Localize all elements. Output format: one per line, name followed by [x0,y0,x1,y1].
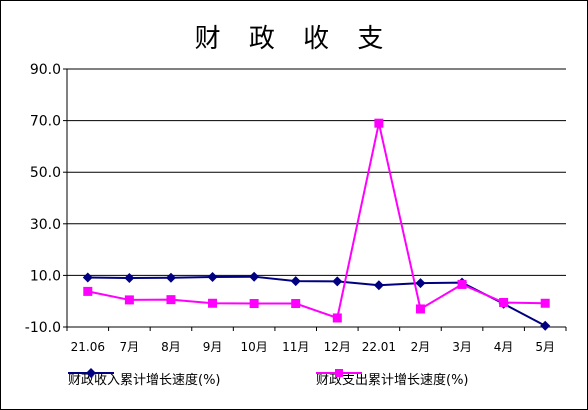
data-point-revenue [124,272,135,283]
x-tick-label: 9月 [203,340,223,354]
data-point-expenditure [499,297,509,307]
x-tick-label: 10月 [240,340,267,354]
series-line-expenditure [87,122,546,320]
x-tick-label: 5月 [535,340,555,354]
data-point-revenue [540,320,551,331]
data-point-expenditure [208,298,218,308]
x-tick-label: 3月 [452,340,472,354]
data-point-revenue [415,278,426,289]
legend-swatch-expenditure [316,369,362,377]
legend-item-revenue: 财政收入累计增长速度(%) [68,366,221,390]
data-point-expenditure [166,295,176,305]
x-tick-label: 21.06 [71,340,105,354]
x-tick-label: 22.01 [362,340,396,354]
data-point-revenue [207,271,218,282]
legend-label-expenditure: 财政支出累计增长速度(%) [316,372,469,388]
y-tick-label: 70.0 [30,114,61,130]
y-tick-label: 30.0 [30,217,61,233]
series-line-revenue [87,275,546,327]
legend-swatch-revenue [68,368,114,378]
data-point-expenditure [415,304,425,314]
data-point-revenue [373,280,384,291]
chart-legend: 财政收入累计增长速度(%) 财政支出累计增长速度(%) [0,366,588,390]
data-point-revenue [249,271,260,282]
data-point-revenue [332,276,343,287]
x-tick-label: 8月 [161,340,181,354]
data-point-expenditure [374,118,384,128]
data-point-expenditure [457,279,467,289]
data-point-expenditure [249,299,259,309]
legend-label-revenue: 财政收入累计增长速度(%) [68,372,221,388]
y-tick-label: 90.0 [30,62,61,78]
data-point-expenditure [124,295,134,305]
x-tick-label: 12月 [324,340,351,354]
legend-item-expenditure: 财政支出累计增长速度(%) [316,366,469,390]
x-tick-label: 2月 [411,340,431,354]
y-tick-label: -10.0 [25,320,61,336]
data-point-revenue [290,276,301,287]
data-point-expenditure [332,313,342,323]
y-tick-label: 10.0 [30,268,61,284]
y-tick-label: 50.0 [30,165,61,181]
data-point-revenue [82,272,93,283]
x-tick-label: 11月 [282,340,309,354]
data-point-expenditure [291,299,301,309]
data-point-expenditure [83,286,93,296]
chart-title: 财 政 收 支 [194,24,394,54]
data-point-expenditure [540,298,550,308]
x-tick-label: 4月 [494,340,514,354]
x-tick-label: 7月 [120,340,140,354]
data-point-revenue [165,272,176,283]
